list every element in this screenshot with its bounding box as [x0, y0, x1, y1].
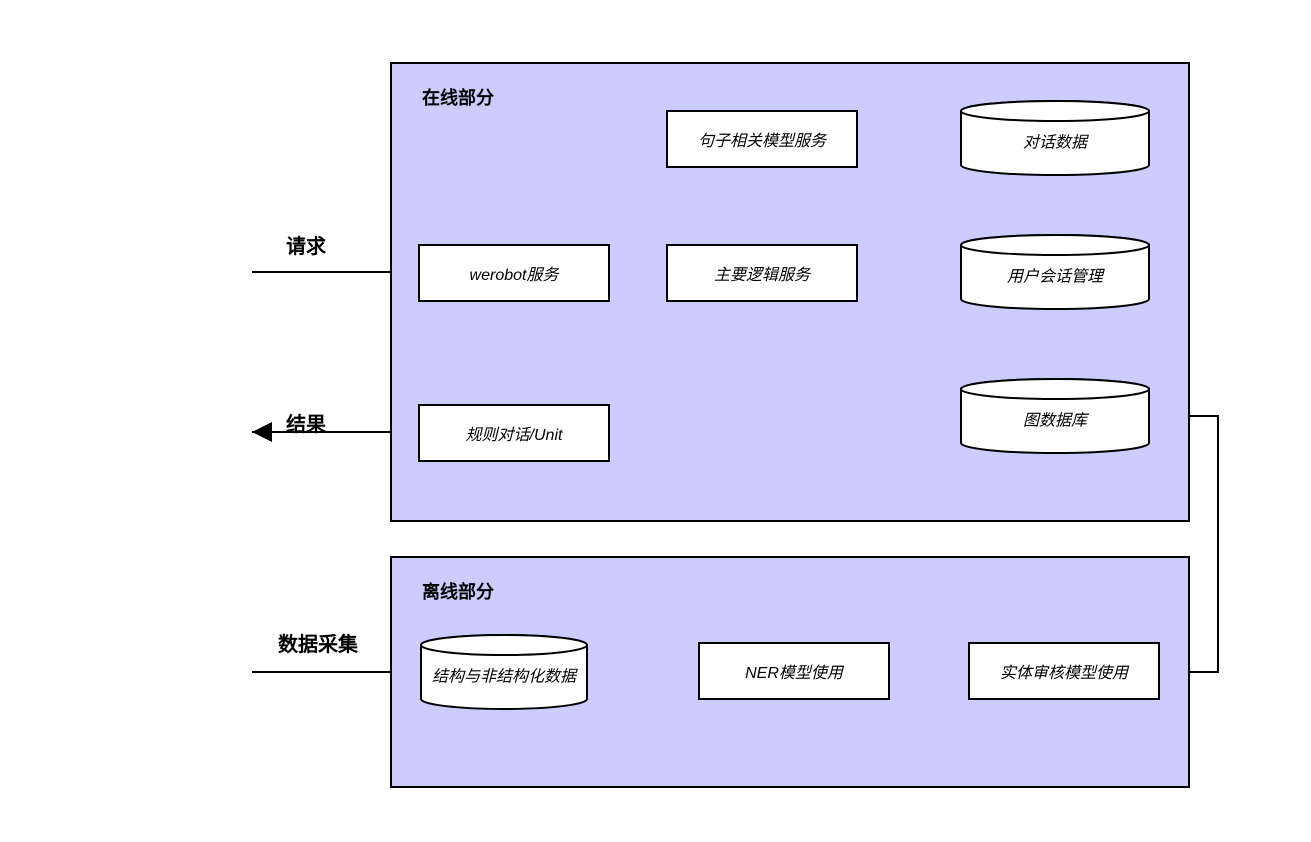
cylinder-session-mgmt: 用户会话管理	[960, 234, 1150, 310]
box-label-rule-unit: 规则对话/Unit	[466, 421, 563, 445]
container-label-offline: 离线部分	[422, 578, 494, 604]
box-sentence-model: 句子相关模型服务	[666, 110, 858, 168]
box-main-logic: 主要逻辑服务	[666, 244, 858, 302]
external-label-collect: 数据采集	[278, 628, 358, 657]
box-werobot: werobot服务	[418, 244, 610, 302]
cylinder-label-session-mgmt: 用户会话管理	[960, 262, 1150, 286]
box-label-werobot: werobot服务	[470, 261, 559, 285]
container-label-online: 在线部分	[422, 84, 494, 110]
cylinder-label-struct-data: 结构与非结构化数据	[420, 662, 588, 686]
box-label-main-logic: 主要逻辑服务	[714, 261, 810, 285]
external-label-result: 结果	[286, 408, 326, 437]
box-ner: NER模型使用	[698, 642, 890, 700]
box-entity-review: 实体审核模型使用	[968, 642, 1160, 700]
cylinder-dialog-data: 对话数据	[960, 100, 1150, 176]
external-label-request: 请求	[286, 230, 326, 259]
cylinder-label-graph-db: 图数据库	[960, 406, 1150, 430]
box-label-entity-review: 实体审核模型使用	[1000, 659, 1128, 683]
box-rule-unit: 规则对话/Unit	[418, 404, 610, 462]
box-label-ner: NER模型使用	[745, 659, 843, 683]
cylinder-struct-data: 结构与非结构化数据	[420, 634, 588, 710]
box-label-sentence-model: 句子相关模型服务	[698, 127, 826, 151]
cylinder-label-dialog-data: 对话数据	[960, 128, 1150, 152]
cylinder-graph-db: 图数据库	[960, 378, 1150, 454]
